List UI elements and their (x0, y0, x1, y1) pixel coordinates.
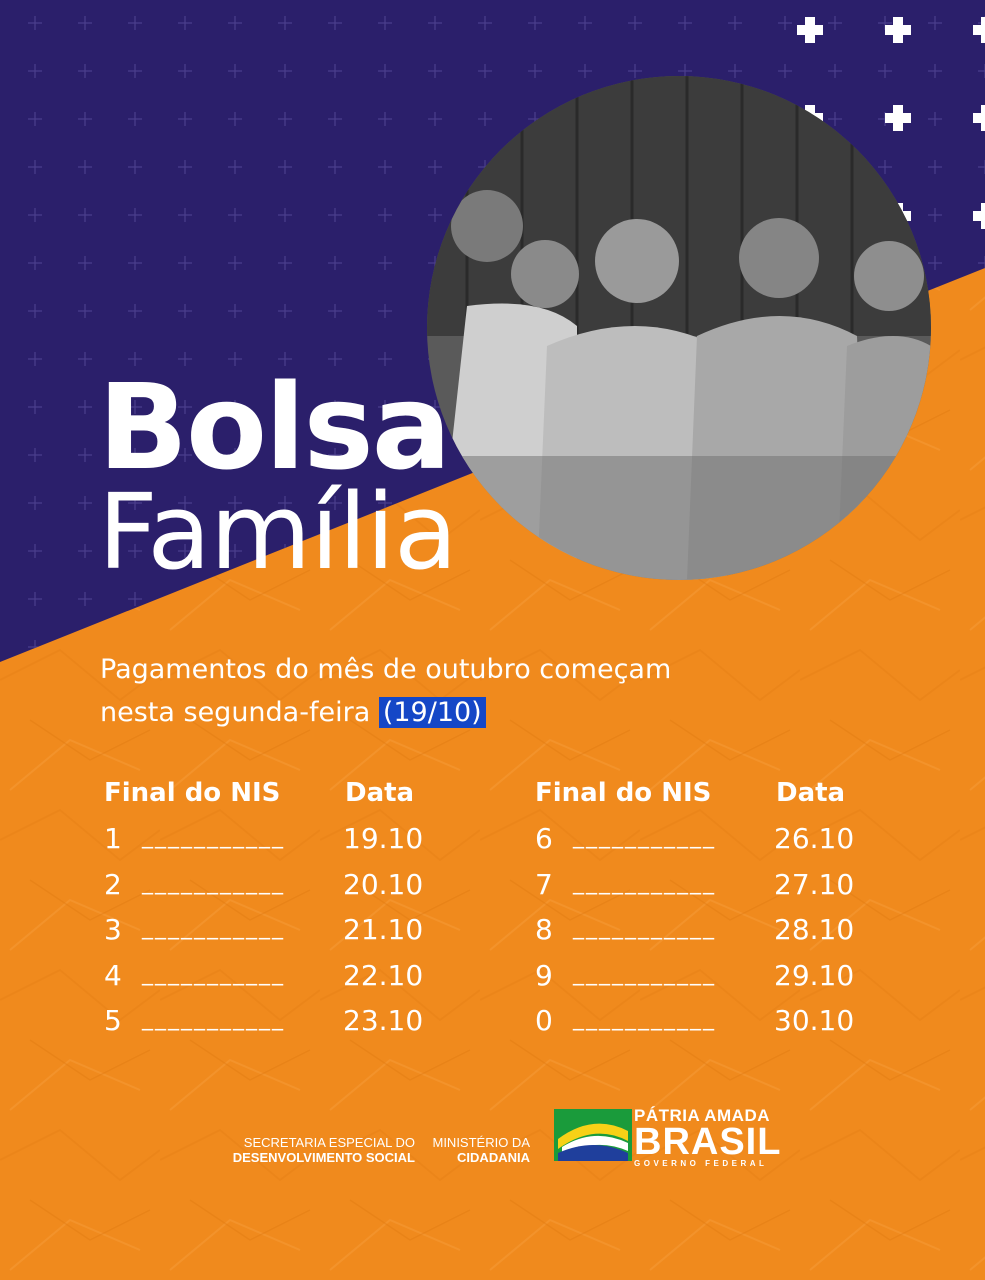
brasil-flag-logo (554, 1109, 632, 1161)
ministerio-line-1: MINISTÉRIO DA (432, 1135, 530, 1150)
nis-digit: 5 (104, 1004, 122, 1037)
payment-date: 26.10 (774, 822, 855, 855)
ministerio-credit: MINISTÉRIO DA CIDADANIA (430, 1135, 530, 1165)
leader-dots: ___________ (142, 1006, 285, 1031)
title-line-1: Bolsa (98, 358, 451, 496)
ministerio-line-2: CIDADANIA (457, 1150, 530, 1165)
nis-digit: 6 (535, 822, 553, 855)
leader-dots: ___________ (142, 824, 285, 849)
family-photo (427, 76, 931, 580)
payment-date: 27.10 (774, 867, 855, 901)
page-title: Bolsa Família (98, 358, 458, 593)
nis-digit: 1 (104, 822, 122, 855)
header-final-nis: Final do NIS (535, 778, 712, 808)
leader-dots: ___________ (142, 869, 285, 895)
header-data: Data (776, 778, 846, 808)
leader-dots: ___________ (573, 915, 716, 940)
payment-date: 30.10 (774, 1004, 855, 1037)
payment-date: 29.10 (774, 958, 855, 992)
secretaria-line-1: SECRETARIA ESPECIAL DO (243, 1135, 415, 1150)
nis-digit: 3 (104, 913, 122, 946)
nis-digit: 4 (104, 958, 122, 992)
nis-digit: 8 (535, 913, 553, 946)
secretaria-line-2: DESENVOLVIMENTO SOCIAL (232, 1150, 415, 1165)
payment-date: 28.10 (774, 913, 855, 946)
subtitle-line-1: Pagamentos do mês de outubro começam (100, 654, 672, 685)
payment-date: 20.10 (343, 867, 424, 901)
payment-date: 23.10 (343, 1004, 424, 1037)
payment-date: 19.10 (343, 822, 424, 855)
subtitle-line-2-text: nesta segunda-feira (100, 697, 379, 728)
nis-digit: 2 (104, 867, 122, 901)
header-data: Data (345, 778, 415, 808)
secretaria-credit: SECRETARIA ESPECIAL DO DESENVOLVIMENTO S… (200, 1135, 415, 1165)
leader-dots: ___________ (573, 960, 716, 986)
brand-text: PÁTRIA AMADA BRASIL GOVERNO FEDERAL (634, 1107, 781, 1169)
leader-dots: ___________ (142, 915, 285, 940)
brand-line-1: PÁTRIA AMADA (634, 1106, 771, 1125)
header-final-nis: Final do NIS (104, 778, 281, 808)
brand-line-3: GOVERNO FEDERAL (634, 1159, 768, 1168)
brand-line-2: BRASIL (634, 1121, 782, 1163)
subtitle: Pagamentos do mês de outubro começam nes… (100, 648, 860, 734)
title-line-2: Família (98, 471, 458, 593)
subtitle-line-2: nesta segunda-feira (19/10) (100, 691, 860, 734)
nis-digit: 9 (535, 958, 553, 992)
leader-dots: ___________ (573, 824, 716, 849)
date-highlight: (19/10) (378, 697, 486, 728)
nis-digit: 0 (535, 1004, 553, 1037)
leader-dots: ___________ (573, 1006, 716, 1031)
payment-date: 21.10 (343, 913, 424, 946)
payment-date: 22.10 (343, 958, 424, 992)
leader-dots: ___________ (142, 960, 285, 986)
leader-dots: ___________ (573, 869, 716, 895)
nis-digit: 7 (535, 867, 553, 901)
